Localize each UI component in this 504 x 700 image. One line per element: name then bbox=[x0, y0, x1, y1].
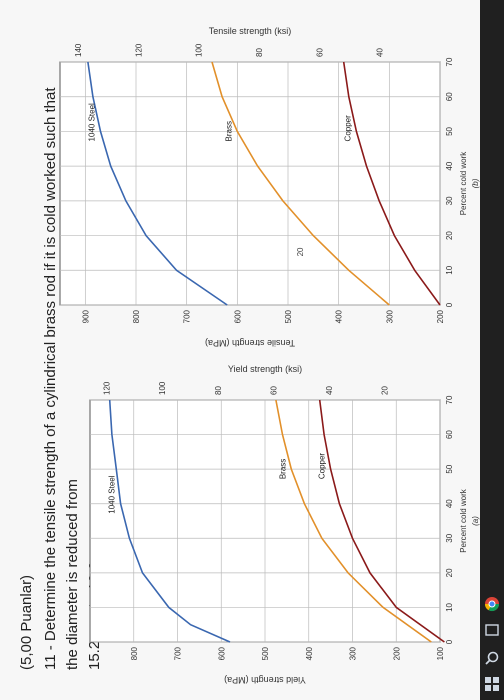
chart-a-xtick-label: 40 bbox=[445, 499, 454, 508]
chart-a-ytick-label: 600 bbox=[217, 646, 226, 660]
chart-b-xtick-label: 60 bbox=[445, 92, 454, 101]
chart-b-plot-area bbox=[59, 61, 441, 306]
chart-b-xtick-label: 70 bbox=[445, 57, 454, 66]
chart-b-ytick-right-label: 100 bbox=[195, 43, 204, 57]
chart-a-series-label: Brass bbox=[278, 459, 287, 479]
chart-b-ytick-label: 400 bbox=[335, 309, 344, 323]
chart-a-ytick-right-label: 100 bbox=[158, 381, 167, 395]
chart-b-ytick-right-label: 80 bbox=[255, 48, 264, 57]
chart-a-xtick-label: 30 bbox=[445, 533, 454, 542]
chart-a-ylabel-right: Yield strength (ksi) bbox=[228, 364, 302, 374]
chart-b-xtick-label: 10 bbox=[445, 265, 454, 274]
chart-b-ylabel-right: Tensile strength (ksi) bbox=[209, 26, 292, 36]
chart-a-ytick-right-label: 80 bbox=[214, 386, 223, 395]
taskbar bbox=[480, 0, 504, 700]
chart-a-ytick-right-label: 40 bbox=[325, 386, 334, 395]
chart-b-ytick-label: 900 bbox=[81, 309, 90, 323]
chart-a-ytick-label: 200 bbox=[392, 646, 401, 660]
windows-icon[interactable] bbox=[484, 676, 500, 692]
chart-b-xtick-label: 50 bbox=[445, 126, 454, 135]
chart-a-xtick-label: 20 bbox=[445, 568, 454, 577]
chart-b-annotation: 20 bbox=[296, 247, 305, 256]
chart-a-xtick-label: 60 bbox=[445, 430, 454, 439]
chrome-icon[interactable] bbox=[484, 596, 500, 612]
chart-a-ytick-label: 400 bbox=[305, 646, 314, 660]
chart-b-ytick-label: 600 bbox=[233, 309, 242, 323]
chart-b-ytick-label: 500 bbox=[284, 309, 293, 323]
chart-b-ytick-right-label: 40 bbox=[376, 48, 385, 57]
search-icon[interactable] bbox=[484, 650, 500, 666]
chart-b-series-label: Copper bbox=[343, 115, 352, 142]
chart-b-ytick-label: 300 bbox=[385, 309, 394, 323]
chart-b-xtick-label: 0 bbox=[445, 302, 454, 307]
chart-a-title: (a) bbox=[471, 516, 480, 526]
chart-a-series-label: Copper bbox=[318, 453, 327, 480]
chart-b-series-copper bbox=[342, 61, 441, 306]
task-view-icon[interactable] bbox=[484, 622, 500, 638]
chart-b-ytick-label: 700 bbox=[183, 309, 192, 323]
chart-b-ytick-label: 200 bbox=[436, 309, 445, 323]
chart-b-xtick-label: 40 bbox=[445, 161, 454, 170]
chart-b-ylabel: Tensile strength (MPa) bbox=[205, 338, 295, 348]
chart-a-series-copper bbox=[318, 399, 445, 643]
chart-b-series-1040-steel bbox=[87, 61, 228, 306]
chart-a-xtick-label: 50 bbox=[445, 464, 454, 473]
chart-a-ylabel: Yield strength (MPa) bbox=[224, 675, 306, 685]
chart-b-ytick-right-label: 60 bbox=[315, 48, 324, 57]
chart-b-series-label: 1040 Steel bbox=[88, 103, 97, 141]
chart-b-series-label: Brass bbox=[224, 121, 233, 141]
chart-a-xtick-label: 70 bbox=[445, 395, 454, 404]
chart-a-series-brass bbox=[275, 399, 432, 643]
chart-a-ytick-label: 700 bbox=[174, 646, 183, 660]
chart-a-ytick-right-label: 60 bbox=[269, 386, 278, 395]
chart-b-ytick-label: 800 bbox=[132, 309, 141, 323]
chart-a-xtick-label: 0 bbox=[445, 639, 454, 644]
chart-b-xtick-label: 20 bbox=[445, 231, 454, 240]
chart-a-ytick-label: 100 bbox=[436, 646, 445, 660]
chart-a-xtick-label: 10 bbox=[445, 602, 454, 611]
chart-b-series-brass bbox=[211, 61, 390, 306]
chart-a-ytick-label: 500 bbox=[261, 646, 270, 660]
chart-a-series-label: 1040 Steel bbox=[108, 475, 117, 513]
chart-b-xtick-label: 30 bbox=[445, 196, 454, 205]
chart-a-ytick-label: 800 bbox=[130, 646, 139, 660]
chart-a-xlabel: Percent cold work bbox=[459, 488, 468, 553]
chart-a-ytick-right-label: 120 bbox=[103, 381, 112, 395]
chart-a-ytick-right-label: 20 bbox=[380, 386, 389, 395]
chart-b-xlabel: Percent cold work bbox=[459, 151, 468, 216]
chart-a-series-1040-steel bbox=[108, 399, 231, 643]
chart-b-ytick-right-label: 120 bbox=[134, 43, 143, 57]
chart-b-ytick-right-label: 140 bbox=[74, 43, 83, 57]
chart-a-ytick-label: 300 bbox=[349, 646, 358, 660]
chart-b-title: (b) bbox=[471, 178, 480, 188]
